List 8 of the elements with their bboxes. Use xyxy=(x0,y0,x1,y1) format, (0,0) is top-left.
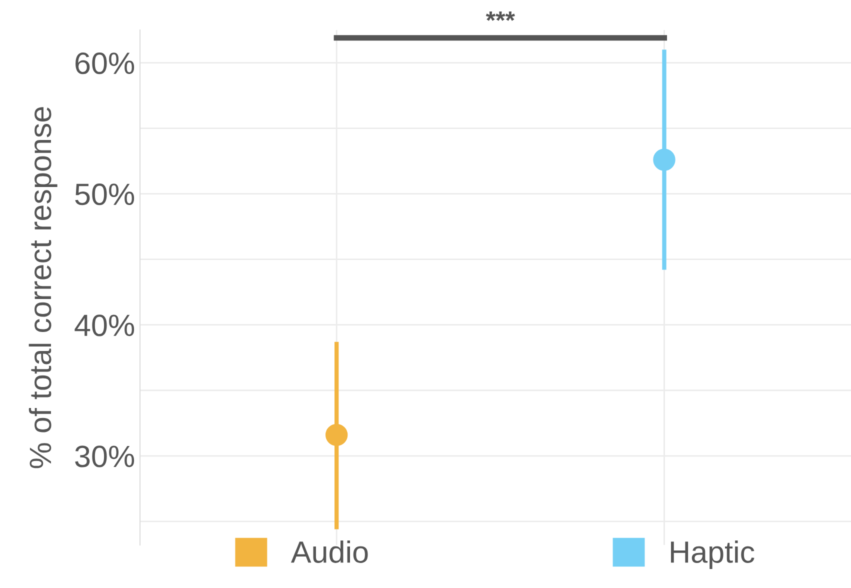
legend-label: Haptic xyxy=(671,540,754,569)
legend-label: Audio xyxy=(290,540,368,563)
text: *** xyxy=(486,12,515,21)
y-tick-label: 60% xyxy=(76,52,134,74)
y-tick-label: 30% xyxy=(75,446,134,468)
y-tick-label: 50% xyxy=(75,184,134,206)
y-axis-title: % of total correct response xyxy=(28,107,58,468)
y-tick-label: 40% xyxy=(74,314,134,336)
